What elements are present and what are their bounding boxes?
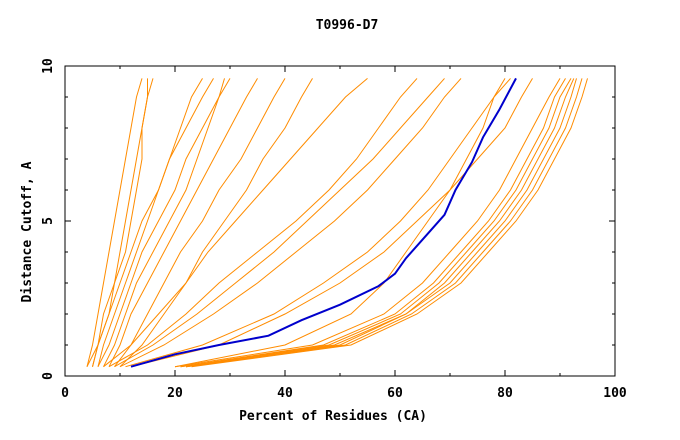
series-line-11 xyxy=(108,78,418,368)
series-line-13 xyxy=(119,78,462,368)
series-line-6 xyxy=(97,78,231,367)
series-line-22 xyxy=(185,78,575,368)
series-line-7 xyxy=(103,78,225,367)
x-tick-label: 20 xyxy=(167,386,183,401)
y-tick-label: 0 xyxy=(41,372,56,380)
series-line-17 xyxy=(180,78,572,368)
series-line-23 xyxy=(125,78,511,368)
series-line-1 xyxy=(86,78,143,367)
x-tick-label: 0 xyxy=(61,386,69,401)
ticks-layer: 0 20 40 60 80 100 0 5 10 xyxy=(41,58,627,401)
series-line-18 xyxy=(185,78,577,368)
series-line-20 xyxy=(191,78,588,368)
series-layer xyxy=(86,78,588,368)
chart-title: T0996-D7 xyxy=(316,18,379,33)
series-line-10 xyxy=(119,78,313,368)
x-tick-label: 40 xyxy=(277,386,293,401)
y-tick-label: 10 xyxy=(41,58,56,74)
x-axis-label: Percent of Residues (CA) xyxy=(239,409,427,424)
series-line-9 xyxy=(114,78,286,368)
x-tick-label: 80 xyxy=(497,386,513,401)
series-line-24 xyxy=(130,78,533,368)
y-tick-label: 5 xyxy=(41,217,56,225)
series-line-12 xyxy=(114,78,445,368)
series-line-14 xyxy=(103,78,368,368)
series-line-21 xyxy=(180,78,566,368)
x-tick-label: 100 xyxy=(603,386,627,401)
highlighted-series-line xyxy=(130,77,517,368)
series-line-19 xyxy=(185,78,583,368)
highlight-layer xyxy=(130,77,517,368)
series-line-16 xyxy=(174,78,561,368)
series-line-15 xyxy=(174,78,506,368)
series-line-5 xyxy=(92,78,203,367)
series-line-4 xyxy=(97,78,214,367)
series-line-8 xyxy=(108,78,258,367)
y-axis-label: Distance Cutoff, A xyxy=(20,161,35,302)
x-tick-label: 60 xyxy=(387,386,403,401)
